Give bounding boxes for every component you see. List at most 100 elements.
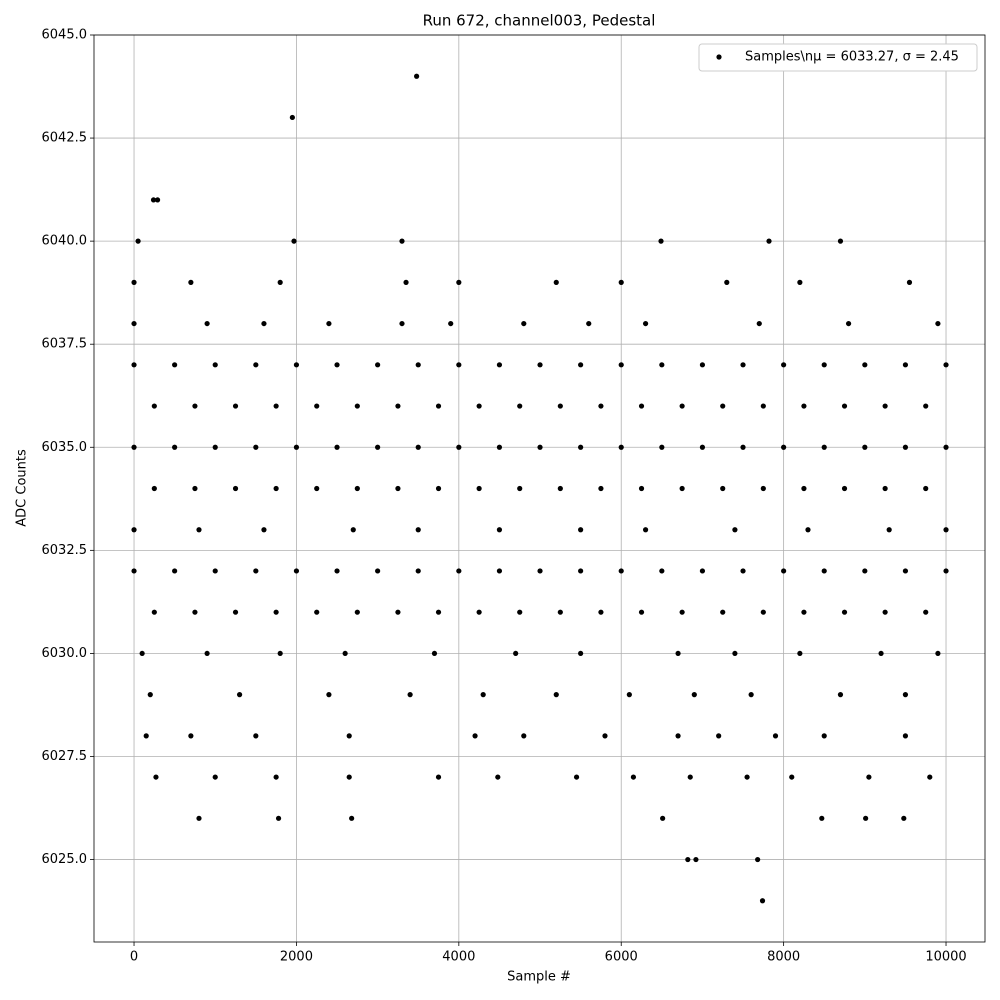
data-point xyxy=(334,568,340,574)
data-point xyxy=(927,774,933,780)
data-point xyxy=(801,403,807,409)
data-point xyxy=(399,320,405,327)
data-point xyxy=(354,485,360,492)
data-point xyxy=(151,609,157,615)
data-point xyxy=(805,527,811,533)
data-point xyxy=(139,650,145,657)
data-point xyxy=(314,485,320,492)
data-point xyxy=(781,568,787,574)
data-point xyxy=(660,815,666,821)
data-point xyxy=(837,238,844,244)
data-point xyxy=(314,403,320,409)
data-point xyxy=(172,568,178,574)
data-point xyxy=(435,774,442,780)
data-point xyxy=(293,362,300,368)
data-point xyxy=(772,733,779,739)
data-point xyxy=(618,568,624,574)
data-point xyxy=(882,403,888,409)
data-point xyxy=(326,320,332,327)
data-point xyxy=(289,114,295,121)
data-point xyxy=(602,733,608,739)
x-tick-label: 8000 xyxy=(767,950,800,965)
data-point xyxy=(192,609,198,615)
data-point xyxy=(557,403,563,409)
data-point xyxy=(675,733,681,739)
data-point xyxy=(886,527,892,533)
data-point xyxy=(495,774,501,780)
data-point xyxy=(496,444,503,450)
data-point xyxy=(212,774,218,780)
data-point xyxy=(431,650,438,657)
data-point xyxy=(204,320,210,327)
data-point xyxy=(716,733,722,739)
data-point xyxy=(212,444,218,450)
data-point xyxy=(537,568,543,574)
data-point xyxy=(496,527,503,533)
data-point xyxy=(135,238,141,244)
data-point xyxy=(801,609,807,615)
data-point xyxy=(679,403,685,409)
data-point xyxy=(472,733,478,739)
data-point xyxy=(935,650,941,657)
legend-label: Samples\nμ = 6033.27, σ = 2.45 xyxy=(745,50,959,65)
data-point xyxy=(375,444,381,450)
data-point xyxy=(346,733,352,739)
data-point xyxy=(236,692,243,698)
data-point xyxy=(781,444,787,450)
data-point xyxy=(618,444,624,450)
data-point xyxy=(638,609,645,615)
data-point xyxy=(618,362,624,368)
data-point xyxy=(435,403,442,409)
data-point xyxy=(131,527,137,533)
data-point xyxy=(456,568,462,574)
data-point xyxy=(766,238,772,244)
data-point xyxy=(354,609,360,615)
data-point xyxy=(781,362,787,368)
data-point xyxy=(943,362,949,368)
data-point xyxy=(342,650,348,657)
data-point xyxy=(273,485,279,492)
data-point xyxy=(901,815,907,821)
y-tick-label: 6045.0 xyxy=(42,28,88,43)
x-axis-label: Sample # xyxy=(507,970,571,985)
data-point xyxy=(841,609,848,615)
data-point xyxy=(821,444,827,450)
data-point xyxy=(415,444,421,450)
data-point xyxy=(923,485,929,492)
data-point xyxy=(573,774,580,780)
data-point xyxy=(349,815,355,821)
data-point xyxy=(277,650,283,657)
data-point xyxy=(720,609,726,615)
data-point xyxy=(862,444,868,450)
x-tick-label: 4000 xyxy=(442,950,475,965)
data-point xyxy=(131,444,137,450)
data-point xyxy=(841,485,848,492)
data-point xyxy=(618,279,624,285)
data-point xyxy=(513,650,519,657)
data-point xyxy=(923,609,929,615)
y-tick-label: 6030.0 xyxy=(42,646,88,661)
data-point xyxy=(147,692,153,698)
y-tick-label: 6032.5 xyxy=(42,543,88,558)
data-point xyxy=(204,650,210,657)
data-point xyxy=(553,279,559,285)
data-point xyxy=(273,609,279,615)
x-tick-label: 6000 xyxy=(605,950,638,965)
data-point xyxy=(415,362,421,368)
data-point xyxy=(253,362,259,368)
data-point xyxy=(395,403,401,409)
data-point xyxy=(821,733,827,739)
data-point xyxy=(196,815,202,821)
data-point xyxy=(143,733,149,739)
data-point xyxy=(399,238,405,244)
data-point xyxy=(415,527,421,533)
data-point xyxy=(578,444,584,450)
data-point xyxy=(679,485,685,492)
data-point xyxy=(720,485,726,492)
data-point xyxy=(395,609,401,615)
data-point xyxy=(232,403,239,409)
data-point xyxy=(334,362,340,368)
data-point xyxy=(691,692,697,698)
data-point xyxy=(748,692,754,698)
data-point xyxy=(675,650,681,657)
